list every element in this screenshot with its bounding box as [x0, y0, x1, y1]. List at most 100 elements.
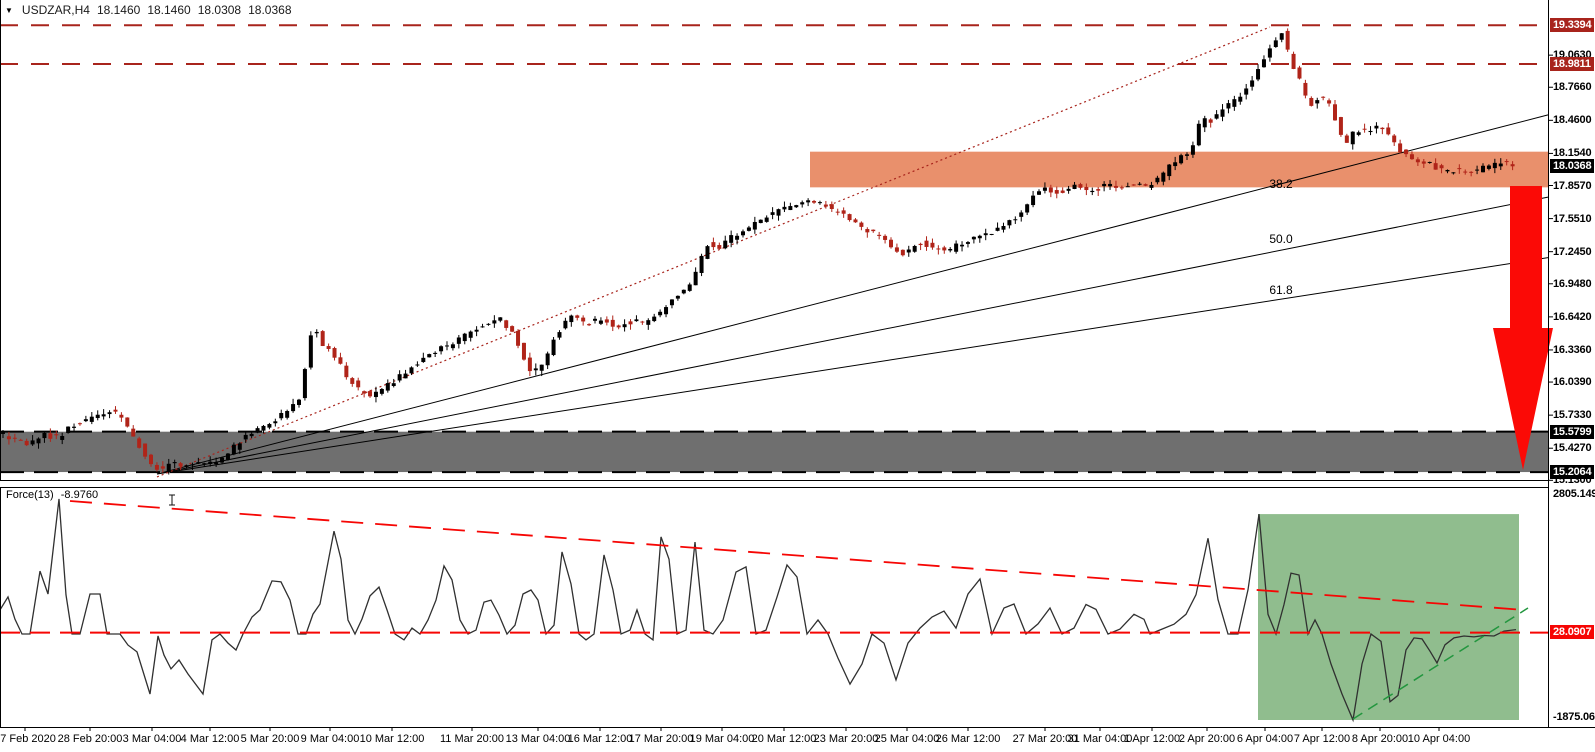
time-tick-label: 20 Mar 12:00	[751, 733, 817, 745]
chevron-down-icon[interactable]: ▼	[5, 5, 13, 15]
time-tick-label: 5 Mar 20:00	[240, 733, 300, 745]
time-tick-label: 4 Mar 12:00	[180, 733, 240, 745]
fib-fan-label: 50.0	[1269, 232, 1293, 247]
candle-body	[427, 354, 432, 358]
candle-body	[859, 222, 864, 227]
time-tick-label: 6 Apr 04:00	[1236, 733, 1294, 745]
candle-body	[610, 319, 615, 327]
candle-body	[101, 414, 106, 417]
candle-body	[1327, 100, 1332, 104]
price-tick-label: 17.5510	[1553, 212, 1592, 225]
time-tick-label: 2 Apr 20:00	[1178, 733, 1236, 745]
candle-body	[788, 206, 793, 211]
candle-body	[350, 378, 355, 384]
candle-body	[255, 428, 260, 433]
candle-body	[30, 440, 35, 445]
candle-body	[983, 233, 988, 236]
candle-body	[735, 235, 740, 240]
candle-body	[220, 457, 225, 463]
candle-body	[1333, 104, 1337, 121]
candle-body	[717, 245, 722, 249]
candle-body	[729, 235, 734, 243]
candle-body	[1457, 168, 1462, 170]
candle-body	[1267, 48, 1272, 58]
candle-body	[1042, 187, 1047, 191]
candle-body	[397, 374, 402, 381]
candle-body	[1445, 169, 1450, 172]
candle-body	[924, 240, 929, 247]
candle-body	[930, 242, 935, 248]
candle-body	[510, 326, 515, 332]
candle-body	[314, 331, 319, 334]
time-tick-label: 1 Apr 12:00	[1123, 733, 1181, 745]
candle-body	[1486, 165, 1491, 169]
candle-body	[421, 357, 426, 363]
candle-body	[184, 465, 189, 467]
candle-body	[829, 204, 834, 210]
candle-body	[214, 462, 219, 465]
candle-body	[711, 242, 716, 248]
fib-fan-line	[156, 196, 1549, 475]
candle-body	[208, 461, 213, 464]
quote-open: 18.1460	[96, 3, 141, 17]
support-zone	[0, 431, 1548, 473]
candle-body	[658, 311, 663, 316]
candle-body	[1208, 119, 1213, 123]
price-tick-label: 18.7660	[1553, 81, 1592, 94]
price-tick-label: 18.4600	[1553, 114, 1592, 127]
candle-body	[847, 214, 852, 221]
candle-body	[297, 399, 301, 405]
candle-body	[60, 436, 65, 440]
candle-body	[154, 464, 159, 470]
time-tick-label: 19 Mar 04:00	[689, 733, 755, 745]
price-tick-label: 16.0390	[1553, 376, 1592, 389]
price-badge: 15.2064	[1550, 465, 1595, 480]
symbol-timeframe: USDZAR,H4	[21, 3, 90, 17]
candle-body	[604, 319, 609, 323]
candle-body	[1137, 183, 1142, 185]
candle-body	[1, 432, 5, 434]
candle-body	[776, 209, 781, 216]
candle-body	[817, 202, 822, 204]
candle-body	[865, 229, 870, 233]
candle-body	[539, 364, 544, 371]
candle-body	[871, 229, 876, 232]
candle-body	[143, 443, 148, 457]
fib-fan-label: 38.2	[1269, 177, 1293, 191]
candle-body	[1096, 189, 1101, 191]
candle-body	[468, 331, 473, 338]
fib-fan-line	[156, 257, 1549, 475]
candle-body	[107, 412, 112, 415]
time-tick-label: 3 Mar 04:00	[122, 733, 182, 745]
price-badge: 19.3394	[1550, 18, 1595, 33]
candle-body	[83, 419, 88, 422]
price-badge: 18.0368	[1550, 159, 1595, 174]
candle-body	[569, 315, 574, 323]
candle-body	[403, 373, 408, 379]
candle-body	[1214, 114, 1219, 119]
candle-body	[1463, 171, 1468, 173]
candle-body	[1078, 184, 1083, 188]
candle-body	[373, 391, 378, 398]
candle-body	[149, 454, 153, 465]
candle-body	[391, 383, 396, 387]
candle-body	[942, 247, 947, 251]
indicator-support-trendline	[1352, 607, 1529, 720]
candle-body	[166, 463, 171, 472]
candle-body	[462, 333, 467, 342]
candle-body	[551, 339, 556, 356]
candle-body	[1226, 103, 1231, 109]
candle-body	[1303, 82, 1308, 96]
price-tick-label: 17.8570	[1553, 179, 1592, 192]
time-tick-label: 27 Feb 2020	[0, 733, 56, 745]
candle-body	[681, 289, 686, 294]
candle-body	[1404, 149, 1409, 155]
candle-body	[1232, 99, 1237, 107]
candle-body	[575, 315, 580, 318]
candle-body	[664, 307, 669, 315]
candle-body	[587, 324, 592, 326]
candle-body	[356, 380, 361, 388]
candle-body	[1315, 100, 1320, 104]
candle-body	[516, 330, 521, 346]
